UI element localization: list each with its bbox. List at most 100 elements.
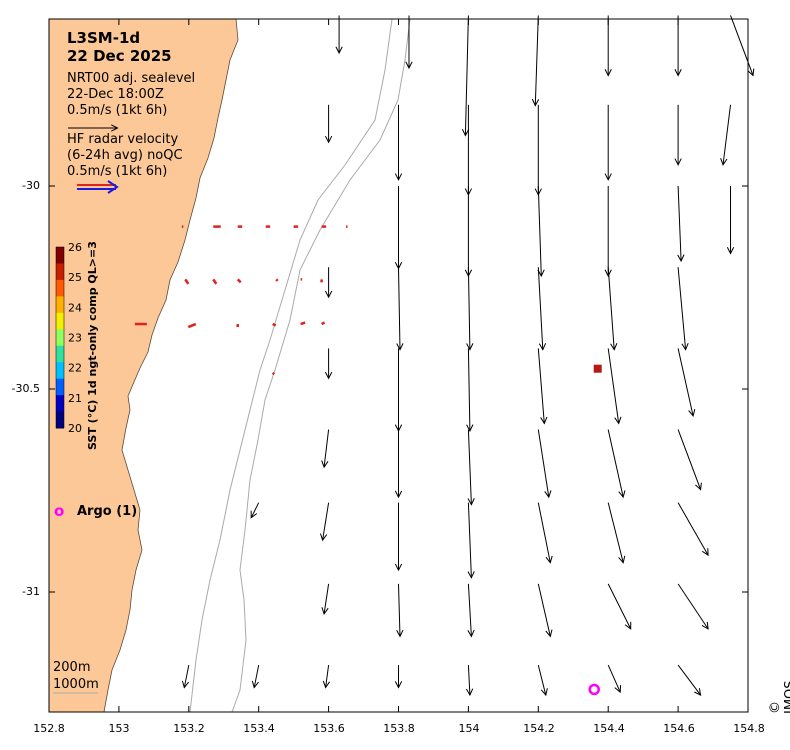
sealevel-vector: [607, 664, 622, 694]
sealevel-vector: [324, 104, 333, 144]
colorbar-tick-label: 26: [68, 241, 82, 254]
sealevel-vector: [537, 664, 548, 697]
sealevel-vector: [604, 15, 612, 77]
sealevel-vector: [251, 664, 260, 689]
colorbar-segment: [56, 411, 64, 429]
radar-vector: [187, 322, 197, 329]
sealevel-vector: [677, 664, 702, 696]
x-tick-label: 154.2: [523, 722, 555, 735]
sealevel-vector: [394, 502, 403, 572]
product-title: L3SM-1d: [67, 29, 141, 47]
y-tick-label: -31: [22, 585, 40, 598]
colorbar-segment: [56, 279, 64, 297]
sealevel-vector: [720, 104, 732, 166]
y-tick-label: -30: [22, 179, 40, 192]
radar-vector: [275, 278, 279, 282]
radar-vector: [321, 321, 326, 326]
sealevel-vector: [466, 348, 474, 433]
sealevel-vector: [324, 348, 333, 380]
sealevel-vector: [537, 267, 547, 351]
colorbar-tick-label: 22: [68, 362, 82, 375]
colorbar-title: SST (°C) 1d ngt-only comp QL>=3: [86, 241, 99, 450]
sealevel-vector: [726, 186, 735, 255]
colorbar-segment: [56, 263, 64, 281]
sealevel-vector: [677, 185, 685, 263]
bathy-1000m-contour: [189, 18, 393, 713]
x-tick-label: 153: [108, 722, 130, 735]
sealevel-vector: [396, 583, 404, 638]
radar-vector: [271, 371, 276, 376]
sealevel-vector: [604, 104, 612, 181]
sealevel-vector: [537, 583, 553, 638]
radar-label: HF radar velocity: [67, 132, 179, 147]
colorbar-segment: [56, 362, 64, 380]
colorbar-segment: [56, 329, 64, 347]
sealevel-time: 22-Dec 18:00Z: [67, 87, 164, 102]
sealevel-scale-label: 0.5m/s (1kt 6h): [67, 103, 168, 118]
radar-avg-label: (6-24h avg) noQC: [67, 148, 183, 163]
bathy-1000-label: 1000m: [53, 677, 99, 692]
sealevel-vector: [394, 665, 403, 689]
sealevel-vector: [321, 429, 330, 469]
colorbar-tick-label: 24: [68, 301, 82, 314]
sealevel-label: NRT00 adj. sealevel: [67, 71, 196, 86]
colorbar-tick-label: 25: [68, 271, 82, 284]
sealevel-vector: [394, 348, 403, 433]
sealevel-vector: [677, 502, 709, 557]
sealevel-vector: [324, 267, 333, 299]
colorbar-segment: [56, 345, 64, 363]
sealevel-vector: [677, 429, 702, 491]
sealevel-vector: [467, 583, 475, 638]
product-date: 22 Dec 2025: [67, 47, 172, 65]
x-tick-label: 154.6: [663, 722, 695, 735]
land-mass: [48, 18, 239, 713]
colorbar-tick-label: 23: [68, 332, 82, 345]
sealevel-vector: [677, 348, 696, 417]
x-tick-label: 153.4: [243, 722, 275, 735]
colorbar-segment: [56, 296, 64, 314]
sealevel-vector: [730, 15, 755, 77]
colorbar-segment: [56, 395, 64, 413]
radar-scale-label: 0.5m/s (1kt 6h): [67, 164, 168, 179]
radar-vector: [272, 322, 277, 327]
sealevel-vector: [465, 665, 474, 697]
sealevel-vector: [394, 186, 403, 270]
sealevel-vector: [534, 104, 542, 196]
colorbar-frame: [55, 246, 65, 429]
sealevel-vector: [467, 502, 475, 579]
radar-vector: [184, 278, 190, 285]
x-tick-label: 153.6: [313, 722, 345, 735]
colorbar-segment: [56, 247, 64, 264]
sealevel-vector: [405, 15, 413, 70]
sealevel-vector: [537, 348, 548, 425]
x-tick-label: 153.2: [173, 722, 205, 735]
sealevel-vector: [537, 185, 545, 278]
sealevel-vector: [674, 15, 682, 77]
radar-scale-arrow: [77, 180, 119, 194]
sealevel-vector: [394, 104, 403, 181]
sealevel-vector: [607, 502, 626, 564]
sealevel-scale-arrow: [68, 124, 119, 132]
sealevel-vector: [321, 583, 330, 615]
x-tick-label: 154: [458, 722, 480, 735]
sealevel-vector: [467, 429, 475, 506]
sealevel-vector: [677, 267, 689, 351]
colorbar-segment: [56, 312, 64, 330]
colorbar-tick-label: 20: [68, 422, 82, 435]
argo-float-marker: [588, 683, 600, 696]
x-tick-label: 154.8: [733, 722, 765, 735]
sealevel-vector: [607, 583, 632, 630]
sealevel-vector: [677, 583, 709, 630]
sealevel-vector: [607, 429, 626, 499]
x-tick-label: 154.4: [593, 722, 625, 735]
sealevel-vector: [319, 502, 330, 542]
x-tick-label: 152.8: [33, 722, 65, 735]
sealevel-vector: [607, 267, 618, 351]
sealevel-vector: [607, 348, 622, 425]
imos-credit: © IMOS 26-Dec-2025 11:24 Hobart: [768, 680, 790, 714]
colorbar-segment: [56, 378, 64, 396]
radar-vector: [236, 278, 242, 284]
sealevel-vector: [537, 502, 553, 564]
sealevel-vector: [537, 429, 552, 499]
